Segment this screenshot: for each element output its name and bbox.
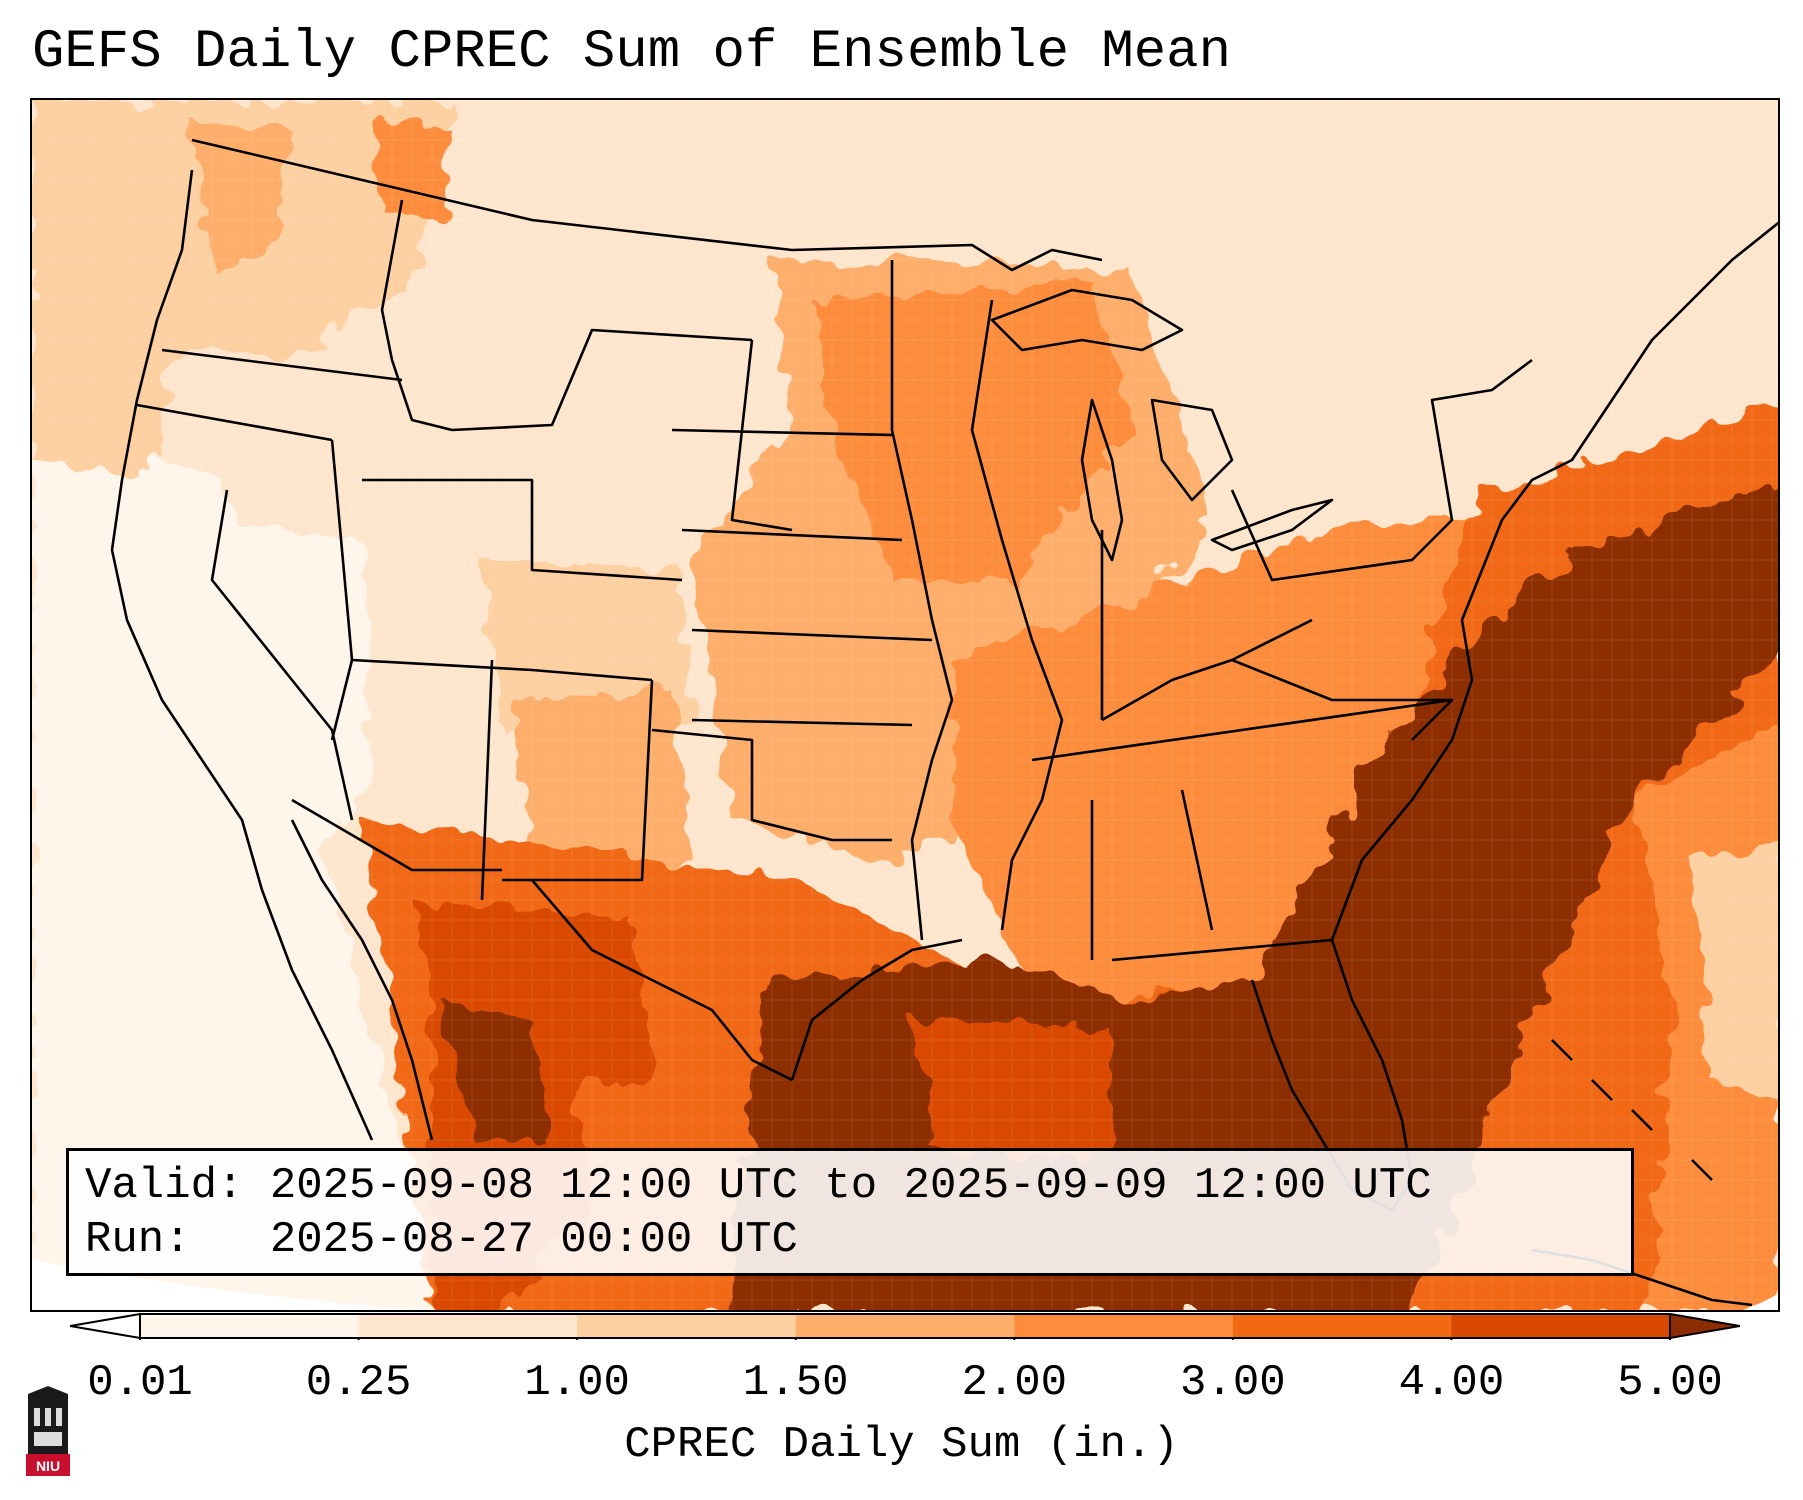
run-value: 2025-08-27 00:00 UTC <box>269 1215 798 1265</box>
coastline-baja <box>290 819 434 1141</box>
colorbar-segment <box>577 1314 797 1338</box>
border-washington-oregon <box>161 348 403 382</box>
border-arizona-mexico <box>291 798 502 872</box>
coastline-atlantic <box>1330 221 1778 941</box>
coastline-texas-gulf <box>790 938 963 1081</box>
colorbar-title: CPREC Daily Sum (in.) <box>624 1420 1179 1470</box>
border-tennessee <box>1031 698 1453 762</box>
border-kansas-north <box>691 628 933 642</box>
colorbar-segment <box>1232 1314 1452 1338</box>
colorbar-tick-label: 0.01 <box>87 1358 193 1408</box>
border-north-south-dakota <box>671 428 893 437</box>
border-canada <box>191 138 1103 272</box>
colorbar-tick-label: 0.25 <box>305 1358 412 1408</box>
border-california-nevada <box>210 489 354 821</box>
lake-superior <box>990 288 1184 352</box>
valid-label: Valid: <box>85 1161 244 1211</box>
border-new-mexico-texas <box>502 679 654 882</box>
border-rio-grande <box>531 879 793 1082</box>
map-title: GEFS Daily CPREC Sum of Ensemble Mean <box>32 22 1231 83</box>
border-utah-colorado <box>362 478 683 582</box>
border-arizona-new-mexico <box>351 658 653 682</box>
run-label: Run: <box>85 1215 191 1265</box>
colorbar-segment <box>1014 1314 1234 1338</box>
lake-erie <box>1210 498 1334 552</box>
colorbar-tick-label: 2.00 <box>961 1358 1068 1408</box>
valid-value: 2025-09-08 12:00 UTC to 2025-09-09 12:00… <box>269 1161 1432 1211</box>
colorbar-tick-label: 1.50 <box>742 1358 849 1408</box>
lake-michigan <box>1080 398 1124 562</box>
border-nebraska-north <box>681 528 903 542</box>
border-kansas-south <box>691 718 913 727</box>
svg-text:NIU: NIU <box>36 1458 60 1474</box>
valid-run-info-box: Valid: 2025-09-08 12:00 UTC to 2025-09-0… <box>66 1148 1634 1276</box>
colorbar-segment <box>795 1314 1015 1338</box>
border-dakotas <box>730 339 793 532</box>
colorbar-outline <box>139 1313 1671 1339</box>
border-idaho-east <box>380 199 453 432</box>
colorbar-over-extension <box>1669 1312 1740 1340</box>
coastline-west <box>110 169 374 1141</box>
lake-huron <box>1150 398 1234 502</box>
colorbar-tick-label: 3.00 <box>1180 1358 1286 1408</box>
precip-grid-texture <box>32 100 1778 1310</box>
border-carolinas <box>1231 658 1454 741</box>
colorbar-segment <box>1451 1314 1671 1338</box>
boundaries <box>110 138 1778 1307</box>
border-alabama-georgia <box>1180 789 1214 931</box>
colorbar-tick-label: 1.00 <box>524 1358 630 1408</box>
precipitation-map <box>30 98 1780 1312</box>
colorbar <box>70 1312 1740 1340</box>
projection-edge-bottom-right <box>1742 1293 1778 1310</box>
border-montana-south <box>451 328 753 432</box>
border-northeast <box>1230 358 1533 582</box>
niu-logo-icon: NIU <box>26 1386 70 1476</box>
colorbar-tick-label: 5.00 <box>1617 1358 1723 1408</box>
colorbar-segment <box>140 1314 360 1338</box>
colorbar-under-extension <box>70 1312 141 1340</box>
river-mississippi <box>970 299 1064 931</box>
colorbar-tick-label: 4.00 <box>1398 1358 1505 1408</box>
colorbar-segment <box>358 1314 578 1338</box>
coastline-bahamas <box>1551 1039 1713 1181</box>
projection-edge-bottom-left <box>32 1260 427 1310</box>
border-oklahoma-texas <box>651 728 892 842</box>
border-georgia-florida <box>1111 938 1333 962</box>
border-oregon-california <box>136 403 333 442</box>
border-colorado-new-mexico <box>480 659 494 901</box>
border-minnesota-east <box>890 260 954 941</box>
border-ohio-river <box>1101 618 1313 722</box>
